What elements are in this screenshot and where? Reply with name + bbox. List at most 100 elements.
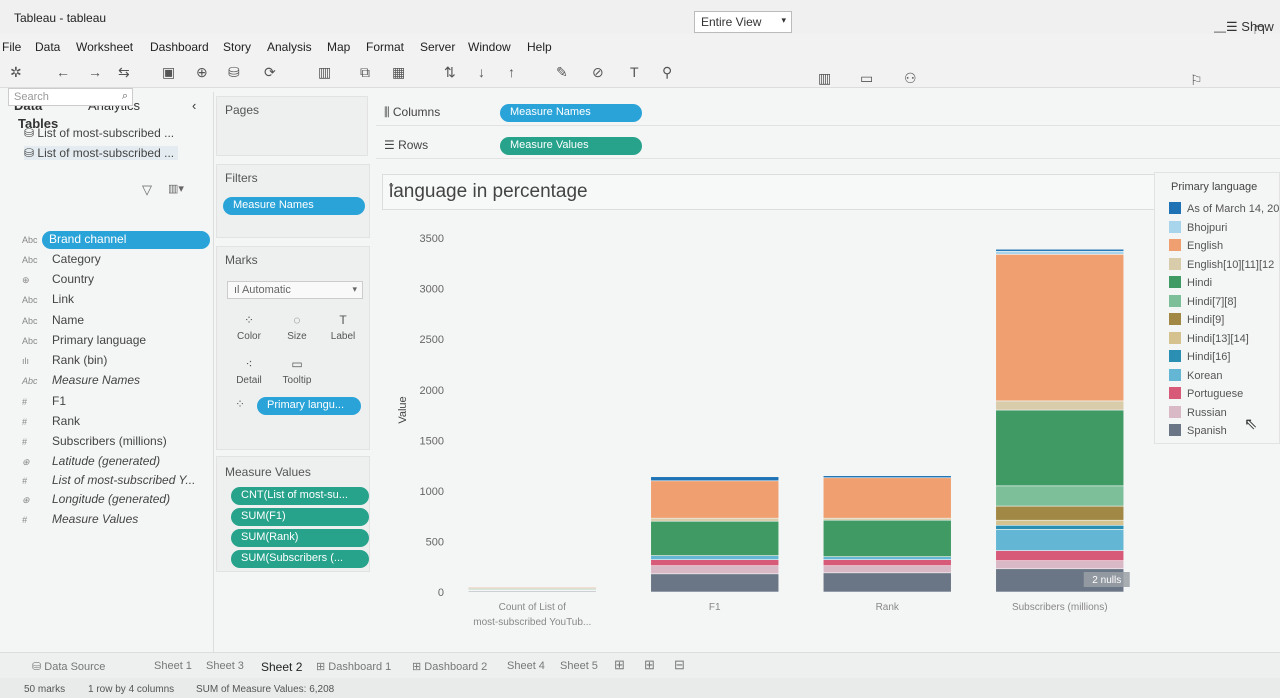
legend-item[interactable]: Hindi[7][8] <box>1169 294 1237 311</box>
new-datasource-icon[interactable]: ⊕ <box>196 64 208 80</box>
menu-file[interactable]: File <box>2 40 22 54</box>
sort-asc-icon[interactable]: ↓ <box>478 64 485 80</box>
restore-icon[interactable]: ❐ <box>1254 24 1265 38</box>
tab-sheet-1[interactable]: Sheet 1 <box>154 660 192 672</box>
new-sheet-icon[interactable]: ▥ <box>318 64 332 80</box>
new-worksheet-icon[interactable]: ⊞ <box>614 657 625 672</box>
highlight-icon[interactable]: ✎ <box>556 64 568 80</box>
rows-pill-measure-values[interactable]: Measure Values <box>500 137 642 155</box>
chevron-down-icon[interactable]: ▾ <box>389 181 394 191</box>
clear-sheet-icon[interactable]: ▦ <box>392 64 406 80</box>
legend-item[interactable]: Portuguese <box>1169 387 1243 403</box>
legend-item[interactable]: Hindi <box>1169 276 1212 292</box>
collapse-icon[interactable]: ‹ <box>192 98 197 113</box>
menu-help[interactable]: Help <box>527 40 552 54</box>
share-icon[interactable]: ⚇ <box>904 70 917 86</box>
size-button[interactable]: ◌ Size <box>275 313 319 342</box>
tab-dashboard-1[interactable]: ⊞ Dashboard 1 <box>316 661 392 673</box>
field-latitude[interactable]: ⊕ Latitude (generated) <box>22 454 161 468</box>
field-primary-language[interactable]: Abc Primary language <box>22 333 147 347</box>
field-link[interactable]: Abc Link <box>22 292 75 306</box>
tab-dashboard-2[interactable]: ⊞ Dashboard 2 <box>412 661 488 673</box>
field-rank[interactable]: # Rank <box>22 414 81 428</box>
menu-data[interactable]: Data <box>35 40 61 54</box>
mv-pill-subscribers[interactable]: SUM(Subscribers (... <box>231 550 369 568</box>
legend-item[interactable]: Spanish <box>1169 424 1227 440</box>
show-me-chart-icon[interactable]: ▥ <box>818 70 832 86</box>
menu-map[interactable]: Map <box>327 40 351 54</box>
pin-icon[interactable]: ⚲ <box>662 64 673 80</box>
legend-item[interactable]: English <box>1169 239 1223 255</box>
field-measure-names[interactable]: Abc Measure Names <box>22 373 141 387</box>
field-category[interactable]: Abc Category <box>22 252 101 266</box>
legend-item[interactable]: Hindi[9] <box>1169 313 1224 329</box>
new-dashboard-icon[interactable]: ⊞ <box>644 657 655 672</box>
fit-dropdown[interactable]: Entire View ▾ <box>694 11 792 33</box>
tab-sheet-2[interactable]: Sheet 2 <box>261 660 303 674</box>
datasource-icon[interactable]: ⛁ <box>228 64 240 80</box>
search-input[interactable]: Search ⌕ <box>8 88 133 106</box>
color-pill-primary-language[interactable]: Primary langu... <box>257 397 361 415</box>
tab-sheet-5[interactable]: Sheet 5 <box>560 660 598 672</box>
new-story-icon[interactable]: ⊟ <box>674 657 685 672</box>
mv-pill-f1[interactable]: SUM(F1) <box>231 508 369 526</box>
filter-icon[interactable]: ▽ <box>142 182 152 197</box>
tableau-logo-icon[interactable]: ✲ <box>10 64 22 80</box>
legend-item[interactable]: Russian <box>1169 405 1227 422</box>
legend-item[interactable]: Bhojpuri <box>1169 220 1227 237</box>
field-measure-values[interactable]: # Measure Values <box>22 512 139 526</box>
label-icon[interactable]: T <box>630 64 639 80</box>
presentation-icon[interactable]: ▭ <box>860 70 874 86</box>
menu-story[interactable]: Story <box>223 40 252 54</box>
undo-icon[interactable]: ← <box>56 64 70 80</box>
filter-pill-measure-names[interactable]: Measure Names <box>223 197 365 215</box>
refresh-icon[interactable]: ⟳ <box>264 64 276 80</box>
sheet-title[interactable]: language in percentage ▾ <box>382 174 1155 210</box>
sort-desc-icon[interactable]: ↑ <box>508 64 515 80</box>
label-button[interactable]: T Label <box>321 313 365 342</box>
field-name[interactable]: Abc Name <box>22 313 85 327</box>
legend-item[interactable]: Hindi[16] <box>1169 350 1230 366</box>
legend-item[interactable]: English[10][11][12 <box>1169 257 1274 274</box>
mark-type-dropdown[interactable]: ıl Automatic ▾ <box>227 281 363 299</box>
pages-card[interactable]: Pages <box>216 96 368 156</box>
redo-icon[interactable]: → <box>88 64 102 80</box>
menu-format[interactable]: Format <box>366 40 405 54</box>
detail-button[interactable]: ⁖ Detail <box>227 357 271 386</box>
group-icon[interactable]: ⊘ <box>592 64 604 80</box>
columns-pill-measure-names[interactable]: Measure Names <box>500 104 642 122</box>
swap-icon[interactable]: ⇆ <box>118 64 130 80</box>
menu-analysis[interactable]: Analysis <box>267 40 312 54</box>
filters-card[interactable]: Filters Measure Names <box>216 164 370 238</box>
sign-icon[interactable]: ⚐ <box>1190 72 1203 88</box>
columns-shelf[interactable]: ⫼ Columns Measure Names <box>376 98 1280 126</box>
show-me-button[interactable]: ☰ Show <box>1226 19 1274 34</box>
field-brand-channel[interactable]: Brand channel <box>42 231 210 249</box>
datasource-item[interactable]: ⛁ List of most-subscribed ... <box>24 126 175 140</box>
field-list-count[interactable]: # List of most-subscribed Y... <box>22 473 196 487</box>
swap-axes-icon[interactable]: ⇅ <box>444 64 456 80</box>
tab-sheet-4[interactable]: Sheet 4 <box>507 660 545 672</box>
view-options-icon[interactable]: ▥▾ <box>168 183 184 195</box>
menu-server[interactable]: Server <box>420 40 456 54</box>
field-subscribers[interactable]: # Subscribers (millions) <box>22 434 167 448</box>
legend-item[interactable]: Korean <box>1169 368 1222 385</box>
color-button[interactable]: ⁘ Color <box>227 313 271 342</box>
field-f1[interactable]: # F1 <box>22 394 67 408</box>
menu-worksheet[interactable]: Worksheet <box>76 40 134 54</box>
menu-dashboard[interactable]: Dashboard <box>150 40 209 54</box>
save-icon[interactable]: ▣ <box>162 64 176 80</box>
field-country[interactable]: ⊕ Country <box>22 272 95 286</box>
duplicate-sheet-icon[interactable]: ⧉ <box>360 64 370 80</box>
mv-pill-rank[interactable]: SUM(Rank) <box>231 529 369 547</box>
rows-shelf[interactable]: ☰ Rows Measure Values <box>376 131 1280 159</box>
menu-window[interactable]: Window <box>468 40 511 54</box>
datasource-item-active[interactable]: ⛁ List of most-subscribed ... <box>24 146 179 160</box>
legend-item[interactable]: As of March 14, 20 <box>1169 202 1279 218</box>
legend-item[interactable]: Hindi[13][14] <box>1169 331 1249 348</box>
field-longitude[interactable]: ⊕ Longitude (generated) <box>22 492 171 506</box>
mv-pill-count[interactable]: CNT(List of most-su... <box>231 487 369 505</box>
tooltip-button[interactable]: ▭ Tooltip <box>275 357 319 386</box>
field-rank-bin[interactable]: ılı Rank (bin) <box>22 353 108 367</box>
tab-sheet-3[interactable]: Sheet 3 <box>206 660 244 672</box>
